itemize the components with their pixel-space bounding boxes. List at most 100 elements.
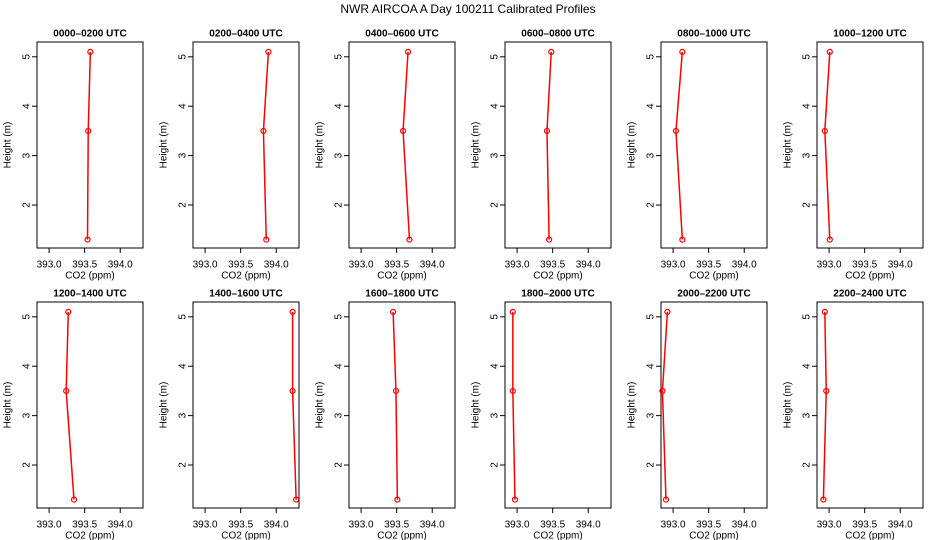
profile-point (509, 308, 516, 315)
y-tick-label: 5 (22, 314, 33, 320)
x-tick-label: 394.0 (888, 520, 913, 531)
x-tick-label: 393.0 (349, 260, 374, 271)
profile-point (289, 387, 296, 395)
x-tick-label: 393.0 (817, 260, 842, 271)
profile-point (546, 236, 553, 243)
panel: 0600–0800 UTC 393.0 393.5 394.0 2 3 4 5 CO2 (ppm… (471, 29, 612, 282)
y-tick-label: 3 (178, 152, 189, 158)
profile-point (70, 496, 78, 503)
y-axis-label: Height (m) (315, 382, 326, 429)
y-axis-label: Height (m) (783, 382, 794, 429)
profile-line (402, 51, 411, 240)
y-tick-label: 3 (334, 412, 345, 418)
y-tick-label: 3 (22, 412, 33, 418)
y-tick-label: 4 (178, 363, 189, 369)
x-tick-label: 394.0 (420, 260, 445, 271)
profile-point (404, 48, 412, 55)
profile-point (509, 387, 516, 395)
x-tick-label: 394.0 (108, 520, 133, 531)
plot-frame (660, 41, 768, 249)
y-tick-label: 4 (490, 103, 501, 109)
y-tick-label: 5 (334, 54, 345, 60)
x-tick-label: 394.0 (888, 260, 913, 271)
panel: 2000–2200 UTC 393.0 393.5 394.0 2 3 4 5 CO2 (ppm… (627, 289, 768, 540)
panel: 1600–1800 UTC 393.0 393.5 394.0 2 3 4 5 CO2 (ppm… (315, 289, 456, 540)
x-axis-label: CO2 (ppm) (221, 271, 270, 282)
y-axis-label: Height (m) (159, 122, 170, 169)
y-axis-label: Height (m) (783, 122, 794, 169)
y-tick-label: 3 (646, 412, 657, 418)
x-tick-label: 393.0 (817, 520, 842, 531)
x-tick-label: 394.0 (732, 260, 757, 271)
y-tick-label: 3 (490, 412, 501, 418)
y-tick-label: 3 (802, 152, 813, 158)
x-tick-label: 394.0 (576, 520, 601, 531)
y-axis-label: Height (m) (471, 382, 482, 429)
panel-title: 1000–1200 UTC (833, 29, 906, 40)
panel-title: 0200–0400 UTC (209, 29, 282, 40)
y-tick-label: 4 (22, 103, 33, 109)
x-tick-label: 394.0 (576, 260, 601, 271)
y-tick-label: 5 (490, 54, 501, 60)
y-tick-label: 2 (334, 462, 345, 468)
x-tick-label: 393.0 (37, 260, 62, 271)
profile-point (672, 127, 680, 135)
y-axis-label: Height (m) (3, 122, 14, 169)
y-tick-label: 5 (334, 314, 345, 320)
x-tick-label: 393.5 (696, 260, 721, 271)
x-tick-label: 393.5 (696, 520, 721, 531)
x-tick-label: 393.0 (505, 520, 530, 531)
plot-frame (192, 41, 300, 249)
profile-point (84, 236, 91, 243)
panel-title: 1200–1400 UTC (53, 289, 126, 300)
profile-line (86, 51, 92, 240)
y-tick-label: 2 (490, 462, 501, 468)
x-axis-label: CO2 (ppm) (377, 531, 426, 540)
plot-frame (36, 301, 144, 509)
y-axis-label: Height (m) (315, 122, 326, 169)
plot-frame (192, 301, 300, 509)
x-tick-label: 393.5 (228, 260, 253, 271)
y-tick-label: 5 (646, 314, 657, 320)
y-axis-label: Height (m) (159, 382, 170, 429)
page-title: NWR AIRCOA A Day 100211 Calibrated Profi… (340, 2, 595, 16)
profile-line (661, 311, 669, 500)
x-axis-label: CO2 (ppm) (65, 531, 114, 540)
x-tick-label: 393.0 (193, 520, 218, 531)
x-tick-label: 393.5 (72, 260, 97, 271)
y-tick-label: 4 (646, 363, 657, 369)
x-tick-label: 393.0 (661, 520, 686, 531)
y-tick-label: 2 (490, 202, 501, 208)
profile-point (820, 496, 827, 503)
plot-frame (504, 41, 612, 249)
plot-frame (816, 301, 924, 509)
y-tick-label: 2 (802, 462, 813, 468)
profile-point (662, 496, 670, 503)
x-tick-label: 393.5 (228, 520, 253, 531)
panel-title: 1600–1800 UTC (365, 289, 438, 300)
profile-point (659, 387, 666, 395)
panel: 1200–1400 UTC 393.0 393.5 394.0 2 3 4 5 CO2 (ppm… (3, 289, 144, 540)
x-axis-label: CO2 (ppm) (221, 531, 270, 540)
x-tick-label: 394.0 (108, 260, 133, 271)
panel-title: 0800–1000 UTC (677, 29, 750, 40)
panel-title: 0000–0200 UTC (53, 29, 126, 40)
x-axis-label: CO2 (ppm) (377, 271, 426, 282)
y-tick-label: 5 (646, 54, 657, 60)
x-tick-label: 393.0 (661, 260, 686, 271)
y-tick-label: 2 (646, 462, 657, 468)
x-axis-label: CO2 (ppm) (689, 271, 738, 282)
profile-line (546, 51, 552, 240)
profile-point (664, 308, 671, 315)
y-tick-label: 2 (178, 462, 189, 468)
profile-point (548, 48, 555, 55)
profile-point (399, 127, 407, 135)
profile-point (511, 496, 519, 503)
panel: 0800–1000 UTC 393.0 393.5 394.0 2 3 4 5 CO2 (ppm… (627, 29, 768, 282)
y-axis-label: Height (m) (627, 122, 638, 169)
profile-point (821, 127, 828, 135)
x-tick-label: 393.5 (72, 520, 97, 531)
x-tick-label: 394.0 (420, 520, 445, 531)
plot-frame (348, 301, 456, 509)
